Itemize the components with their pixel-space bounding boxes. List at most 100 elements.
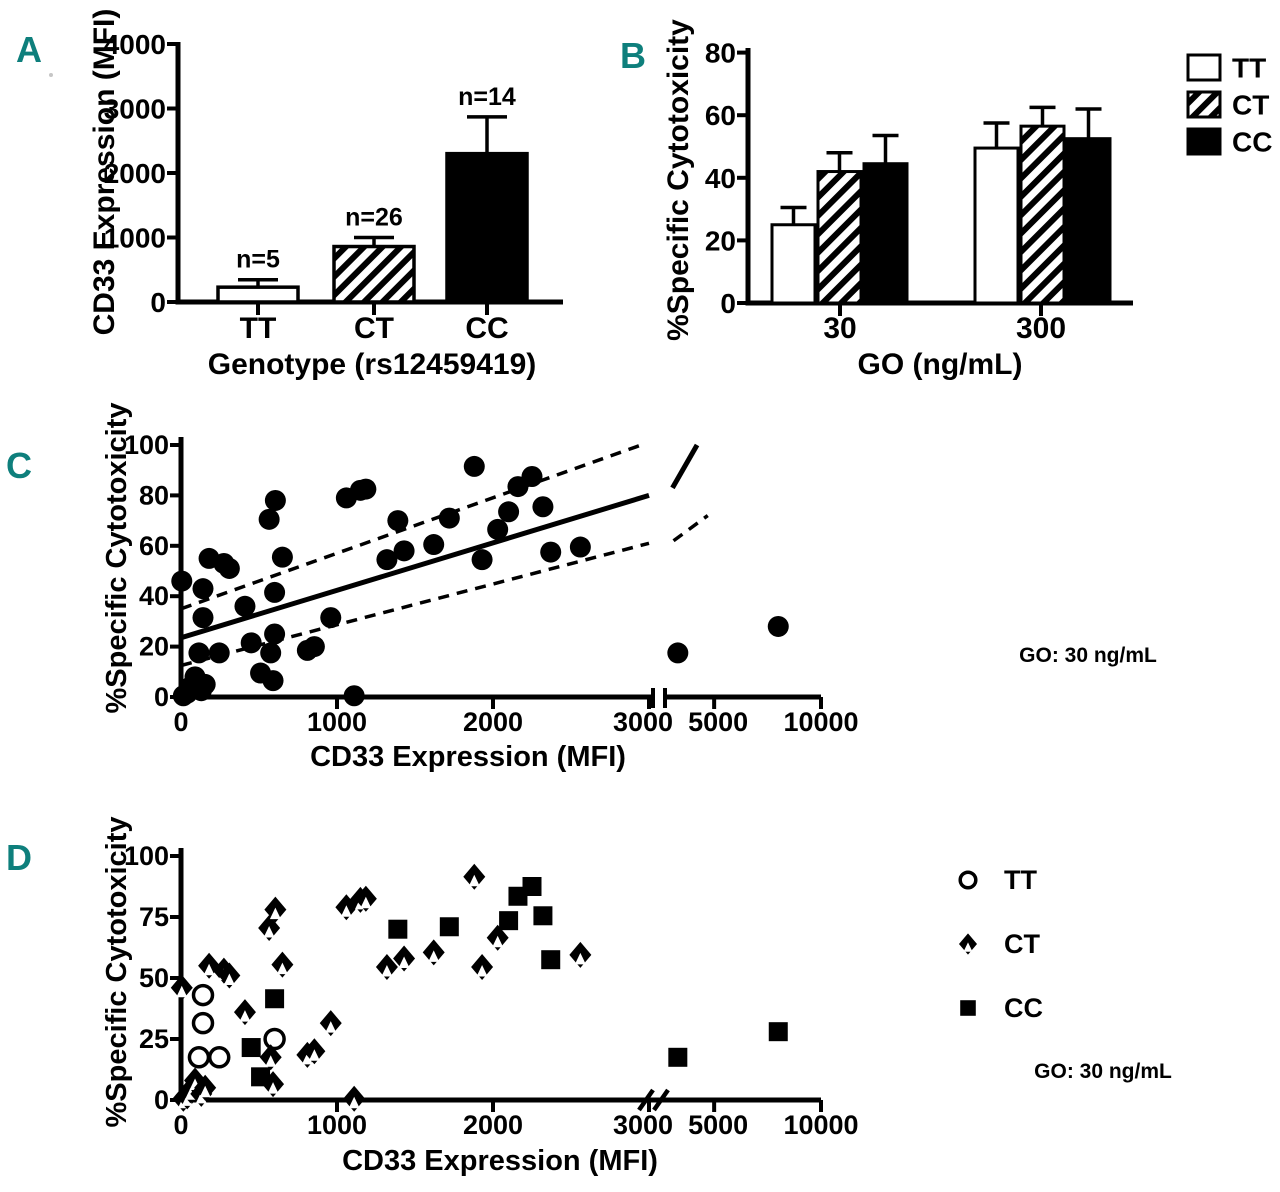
x-tick-label: 2000 bbox=[463, 1110, 523, 1140]
y-axis-title: CD33 Expression (MFI) bbox=[88, 9, 121, 336]
panel-letter-a: A bbox=[16, 29, 42, 70]
point-CT bbox=[569, 536, 591, 558]
point-CT-notch bbox=[574, 952, 586, 965]
y-tick-label: 25 bbox=[139, 1024, 169, 1054]
panel-a-chart: 0 1000 2000 3000 4000 n=5 TT n=26 CT n=14 CCGenoty… bbox=[88, 9, 563, 381]
y-tick-label: 20 bbox=[705, 225, 736, 256]
panel-b-chart: 0 20 40 60 80 30 300 TT CT CC GO (ng/mL) %Specific … bbox=[662, 19, 1272, 381]
point-CT-notch bbox=[308, 1049, 320, 1061]
point-CT bbox=[320, 607, 342, 629]
point-CT bbox=[487, 518, 509, 540]
point-CT-notch bbox=[239, 1010, 251, 1022]
bar-CT bbox=[332, 244, 416, 304]
point-CT-notch bbox=[381, 965, 393, 977]
y-tick-label: 50 bbox=[139, 963, 169, 993]
point-CT bbox=[271, 546, 293, 568]
point-CT-notch bbox=[398, 956, 410, 968]
point-CC bbox=[438, 507, 460, 529]
point-CT-notch bbox=[176, 985, 188, 998]
bar-TT-300 bbox=[973, 146, 1020, 305]
point-CC bbox=[521, 466, 543, 487]
y-tick-label: 2000 bbox=[104, 158, 166, 189]
point-CT-notch bbox=[476, 965, 488, 977]
point-CT bbox=[393, 540, 415, 562]
y-tick-label: 1000 bbox=[104, 223, 166, 254]
y-tick-label: 75 bbox=[139, 902, 169, 932]
legend-label-CC: CC bbox=[1004, 993, 1043, 1023]
point-TT bbox=[191, 983, 215, 1007]
x-tick-label: 3000 bbox=[613, 1110, 673, 1140]
point-CT-notch bbox=[199, 1085, 211, 1098]
point-CT bbox=[355, 478, 377, 500]
x-axis-title: CD33 Expression (MFI) bbox=[342, 1145, 658, 1177]
y-tick-label: 100 bbox=[124, 430, 169, 460]
point-CT bbox=[303, 636, 325, 658]
y-tick-label: 40 bbox=[139, 581, 169, 611]
point-CC bbox=[668, 1047, 688, 1067]
y-tick-label: 80 bbox=[705, 38, 736, 69]
y-tick-label: 80 bbox=[139, 480, 169, 510]
point-CT bbox=[463, 455, 485, 477]
point-TT bbox=[188, 642, 210, 664]
x-tick-label: 2000 bbox=[463, 707, 523, 737]
legend-marker-CT-notch bbox=[963, 942, 973, 952]
point-CT bbox=[258, 508, 280, 530]
point-TT bbox=[264, 623, 286, 645]
legend-label-CT: CT bbox=[1232, 90, 1269, 121]
point-CT bbox=[343, 685, 365, 707]
x-tick-label: 1000 bbox=[307, 707, 367, 737]
go-concentration-label: GO: 30 ng/mL bbox=[1019, 644, 1157, 667]
point-CT-notch bbox=[348, 1096, 360, 1109]
x-tick-label: 0 bbox=[173, 707, 188, 737]
bar-CT-30 bbox=[816, 170, 863, 305]
point-CT bbox=[171, 570, 193, 592]
x-axis-title: GO (ng/mL) bbox=[858, 348, 1023, 381]
x-tick-label: 300 bbox=[1016, 312, 1066, 345]
regression-after-break bbox=[670, 443, 700, 490]
go-concentration-label: GO: 30 ng/mL bbox=[1034, 1060, 1172, 1083]
point-CC bbox=[533, 906, 553, 926]
n-label-CC: n=14 bbox=[458, 83, 516, 111]
point-CT-notch bbox=[360, 896, 372, 909]
x-tick-label: 10000 bbox=[783, 707, 858, 737]
n-label-CT: n=26 bbox=[345, 204, 403, 232]
legend-label-CT: CT bbox=[1004, 929, 1040, 959]
point-CC bbox=[387, 510, 409, 532]
point-CT bbox=[218, 557, 240, 579]
point-CC bbox=[250, 662, 272, 684]
y-tick-label: 60 bbox=[705, 100, 736, 131]
bar-CT-300 bbox=[1019, 124, 1066, 305]
stray-speck bbox=[49, 73, 53, 77]
panel-letter-b: B bbox=[620, 35, 646, 76]
x-tick-label: CC bbox=[465, 312, 508, 345]
point-CC bbox=[767, 615, 789, 637]
point-TT bbox=[192, 578, 214, 600]
axis-break-slash bbox=[637, 1088, 655, 1112]
point-CC bbox=[532, 496, 554, 518]
point-CT-notch bbox=[263, 925, 275, 938]
panel-letter-d: D bbox=[6, 837, 32, 878]
y-axis-title: %Specific Cytotoxicity bbox=[662, 19, 695, 341]
y-tick-label: 0 bbox=[150, 287, 166, 318]
point-CT bbox=[234, 595, 256, 617]
bar-TT bbox=[216, 285, 300, 304]
point-CT-notch bbox=[492, 935, 504, 948]
point-CT-notch bbox=[301, 1052, 313, 1065]
point-CT-notch bbox=[468, 874, 480, 887]
point-CT-notch bbox=[181, 1094, 193, 1106]
point-TT bbox=[263, 1027, 286, 1051]
point-CC bbox=[388, 919, 408, 939]
point-CT-notch bbox=[265, 1055, 277, 1067]
point-TT bbox=[207, 1046, 231, 1069]
point-CT-notch bbox=[203, 963, 215, 976]
x-tick-label: 30 bbox=[823, 312, 856, 345]
point-CT bbox=[194, 673, 216, 695]
x-tick-label: 1000 bbox=[307, 1110, 367, 1140]
y-tick-label: 100 bbox=[124, 841, 169, 871]
point-CT bbox=[264, 489, 286, 511]
legend-marker-CC bbox=[960, 1000, 976, 1016]
x-axis-title: Genotype (rs12459419) bbox=[208, 348, 537, 381]
point-CC bbox=[439, 917, 459, 937]
